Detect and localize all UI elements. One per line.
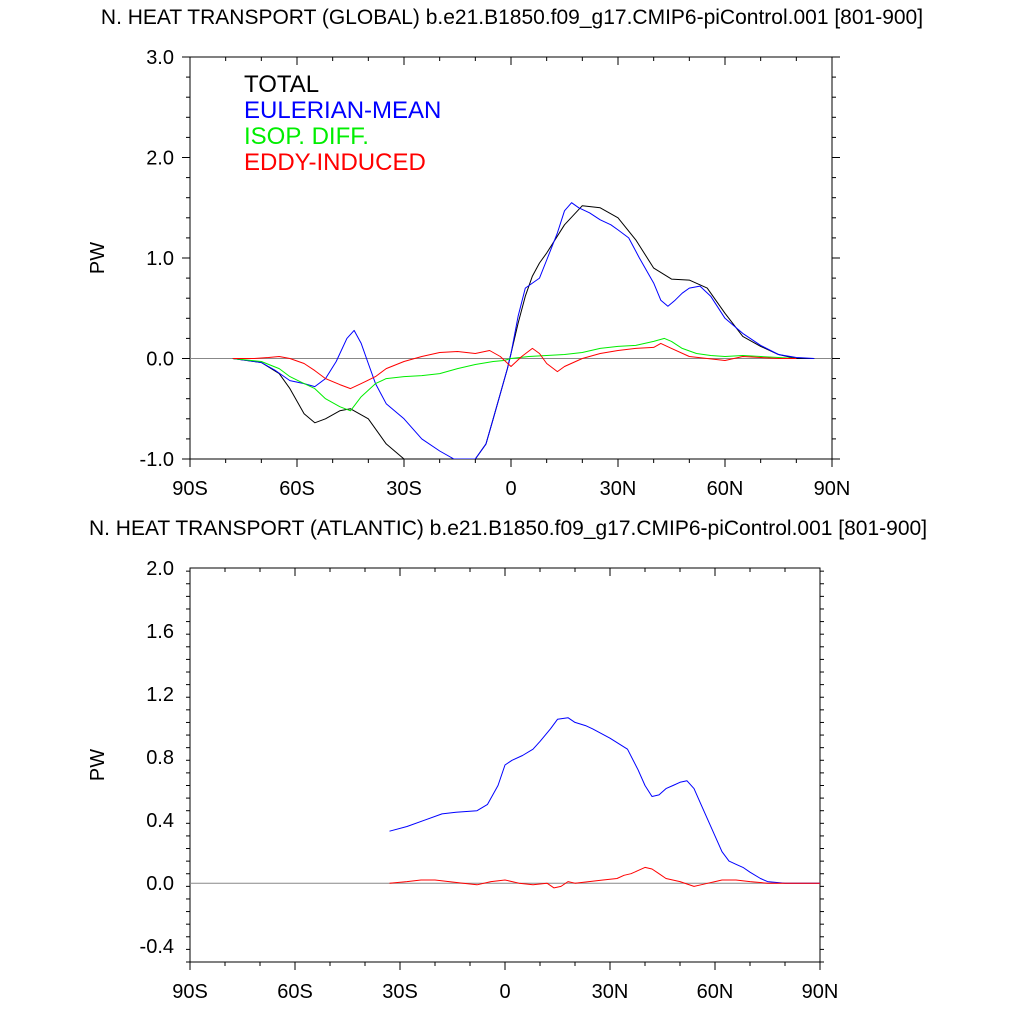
x-tick-label: 90S	[172, 981, 208, 1003]
x-tick-label: 60N	[707, 478, 744, 500]
y-tick-label: -0.4	[140, 936, 174, 958]
atlantic-heat-transport-chart: N. HEAT TRANSPORT (ATLANTIC) b.e21.B1850…	[87, 517, 927, 1003]
y-axis-label: PW	[87, 242, 109, 274]
series-line-eulerian-mean	[232, 202, 815, 459]
legend-entry: EDDY-INDUCED	[244, 149, 426, 176]
x-tick-label: 0	[499, 981, 510, 1003]
x-tick-label: 30S	[382, 981, 418, 1003]
y-tick-label: 2.0	[146, 558, 174, 580]
y-tick-label: 1.2	[146, 684, 174, 706]
x-tick-label: 90N	[814, 478, 851, 500]
y-tick-label: 0.8	[146, 747, 174, 769]
y-tick-label: 0.0	[146, 349, 174, 371]
series-line-eddy-induced	[389, 866, 820, 889]
y-tick-label: 0.0	[146, 873, 174, 895]
series-line-eddy-induced	[232, 342, 797, 390]
x-tick-label: 30S	[386, 478, 422, 500]
series-line-isop-diff	[232, 337, 797, 412]
x-tick-label: 60S	[277, 981, 313, 1003]
legend-entry: TOTAL	[244, 71, 319, 98]
x-tick-label: 30N	[600, 478, 637, 500]
y-tick-label: -1.0	[140, 449, 174, 471]
y-tick-label: 2.0	[146, 148, 174, 170]
x-tick-label: 90N	[802, 981, 839, 1003]
chart-title: N. HEAT TRANSPORT (ATLANTIC) b.e21.B1850…	[89, 517, 927, 540]
legend-entry: ISOP. DIFF.	[244, 123, 369, 150]
legend-entry: EULERIAN-MEAN	[244, 97, 441, 124]
x-tick-label: 30N	[592, 981, 629, 1003]
y-tick-label: 0.4	[146, 810, 174, 832]
x-tick-label: 60S	[279, 478, 315, 500]
x-tick-label: 60N	[697, 981, 734, 1003]
y-tick-label: 1.6	[146, 621, 174, 643]
series-line-eulerian-mean	[389, 717, 820, 884]
chart-title: N. HEAT TRANSPORT (GLOBAL) b.e21.B1850.f…	[101, 6, 923, 29]
global-heat-transport-chart: N. HEAT TRANSPORT (GLOBAL) b.e21.B1850.f…	[87, 6, 923, 500]
series-line-total	[232, 205, 815, 459]
x-tick-label: 90S	[172, 478, 208, 500]
y-tick-label: 1.0	[146, 248, 174, 270]
y-axis-label: PW	[87, 749, 109, 781]
x-tick-label: 0	[505, 478, 516, 500]
y-tick-label: 3.0	[146, 47, 174, 69]
